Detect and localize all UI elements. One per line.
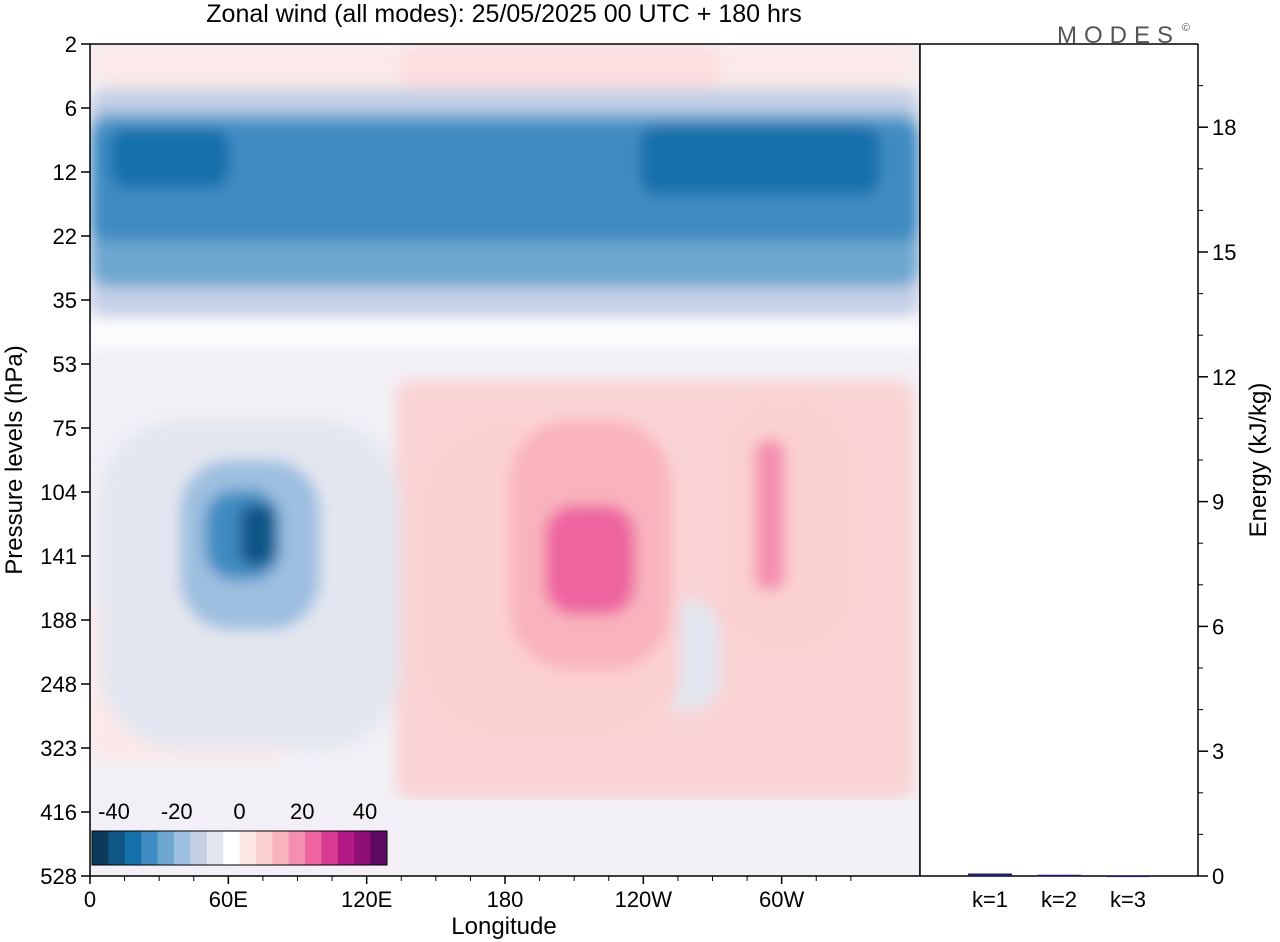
y-tick-label: 416 xyxy=(40,800,77,825)
heatmap-contour-7 xyxy=(110,128,230,188)
colorbar-cell xyxy=(305,831,322,865)
energy-bar-k=2 xyxy=(1037,874,1081,877)
heatmap-contour-3 xyxy=(90,44,920,88)
energy-tick-label: 0 xyxy=(1212,864,1224,889)
y-tick-label: 323 xyxy=(40,736,77,761)
y-tick-label: 22 xyxy=(53,224,77,249)
y-tick-label: 248 xyxy=(40,672,77,697)
colorbar-label: -40 xyxy=(98,799,130,824)
colorbar-label: 40 xyxy=(353,799,377,824)
colorbar-label: 0 xyxy=(233,799,245,824)
y-tick-label: 53 xyxy=(53,352,77,377)
heatmap-contour-9 xyxy=(300,140,380,180)
y-axis-label: Pressure levels (hPa) xyxy=(1,345,28,574)
x-tick-label: 180 xyxy=(487,887,524,912)
heatmap-contour-zero-band xyxy=(90,318,920,348)
longitude-axis: 0 60E 120E 180 120W 60W xyxy=(84,876,852,912)
y-tick-label: 528 xyxy=(40,864,77,889)
energy-tick-label: 3 xyxy=(1212,739,1224,764)
pressure-axis: 2 6 12 22 35 53 75 104 141 188 248 323 416 528 xyxy=(40,32,90,889)
colorbar-cell xyxy=(124,831,142,865)
energy-bar-k=1 xyxy=(968,873,1012,876)
energy-tick-label: 6 xyxy=(1212,614,1224,639)
energy-tick-label: 15 xyxy=(1212,240,1236,265)
colorbar-cell xyxy=(92,831,109,865)
heatmap-panel: 2 6 12 22 35 53 75 104 141 188 248 323 416 528 0 60E 12… xyxy=(1,32,921,940)
y-tick-label: 75 xyxy=(53,416,77,441)
y-tick-label: 2 xyxy=(65,32,77,57)
energy-category-label: k=1 xyxy=(972,887,1008,912)
colorbar-frame xyxy=(91,830,388,866)
x-axis-label: Longitude xyxy=(451,913,556,940)
colorbar-cell xyxy=(337,831,355,865)
x-tick-label: 60W xyxy=(759,887,804,912)
heatmap-contour-13 xyxy=(240,505,275,565)
colorbar-cell xyxy=(239,831,257,865)
energy-bar-k=3 xyxy=(1106,875,1150,878)
energy-axis-label: Energy (kJ/kg) xyxy=(1245,383,1272,538)
colorbar-cell xyxy=(141,831,159,865)
energy-axis: 0 3 6 9 12 15 18 xyxy=(1198,85,1236,889)
colorbar-cell xyxy=(108,831,126,865)
y-tick-label: 12 xyxy=(53,160,77,185)
colorbar: -40 -20 0 20 40 xyxy=(91,799,388,866)
colorbar-cell xyxy=(157,831,175,865)
colorbar-cell xyxy=(321,831,339,865)
colorbar-cell xyxy=(206,831,224,865)
copyright-mark: © xyxy=(1182,22,1190,34)
y-tick-label: 188 xyxy=(40,608,77,633)
x-tick-label: 60E xyxy=(209,887,248,912)
energy-categories: k=1 k=2 k=3 xyxy=(972,887,1146,912)
x-tick-label: 0 xyxy=(84,887,96,912)
x-tick-label: 120E xyxy=(341,887,392,912)
energy-tick-label: 18 xyxy=(1212,115,1236,140)
colorbar-labels: -40 -20 0 20 40 xyxy=(98,799,377,824)
y-tick-label: 6 xyxy=(65,96,77,121)
heatmap-contour-19 xyxy=(755,440,785,590)
energy-category-label: k=3 xyxy=(1110,887,1146,912)
colorbar-cells xyxy=(92,831,388,865)
y-tick-label: 141 xyxy=(40,544,77,569)
colorbar-cell xyxy=(354,831,372,865)
colorbar-cell xyxy=(255,831,273,865)
energy-tick-label: 12 xyxy=(1212,365,1236,390)
energy-tick-label: 9 xyxy=(1212,490,1224,515)
y-tick-label: 35 xyxy=(53,288,77,313)
colorbar-label: 20 xyxy=(290,799,314,824)
colorbar-cell xyxy=(370,831,388,865)
chart-title: Zonal wind (all modes): 25/05/2025 00 UT… xyxy=(206,0,801,28)
colorbar-label: -20 xyxy=(161,799,193,824)
energy-category-label: k=2 xyxy=(1041,887,1077,912)
heatmap-contour-8 xyxy=(640,125,880,195)
energy-panel-background xyxy=(920,44,1198,876)
y-tick-label: 104 xyxy=(40,480,77,505)
colorbar-cell xyxy=(223,831,240,865)
energy-panel: 0 3 6 9 12 15 18 k=1 k=2 k=3 Energy (kJ/kg) xyxy=(919,43,1272,912)
heatmap-field xyxy=(90,44,920,800)
heatmap-contour-17 xyxy=(545,505,635,615)
colorbar-cell xyxy=(190,831,208,865)
colorbar-cell xyxy=(173,831,191,865)
energy-bars xyxy=(968,873,1150,878)
x-tick-label: 120W xyxy=(615,887,673,912)
colorbar-cell xyxy=(272,831,290,865)
colorbar-cell xyxy=(288,831,306,865)
